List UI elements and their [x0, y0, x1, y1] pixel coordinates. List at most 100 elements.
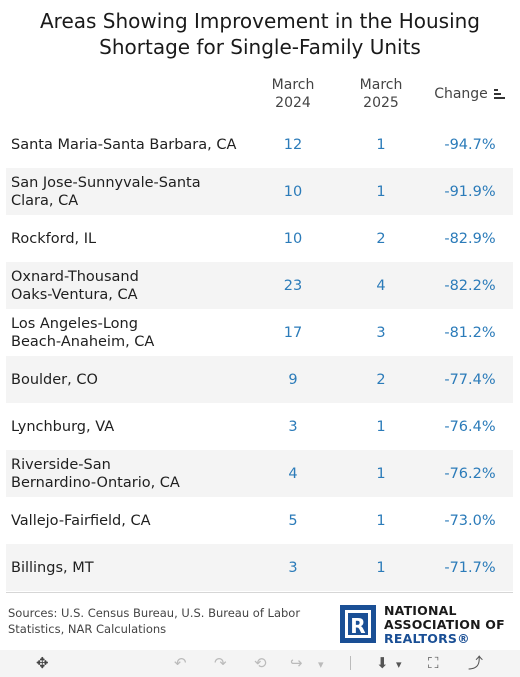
march-2024-value: 3 [288, 418, 298, 435]
area-name: Billings, MT [11, 559, 251, 577]
table-row[interactable]: Vallejo-Fairfield, CA 5 1 -73.0% [6, 497, 513, 544]
logo-line-3: REALTORS® [384, 631, 470, 646]
area-name-line: Bernardino-Ontario, CA [11, 474, 180, 491]
change-value: -76.4% [444, 418, 496, 435]
area-name-line: Oxnard-Thousand [11, 268, 139, 285]
undo-icon[interactable]: ↶ [174, 654, 187, 672]
change-value: -77.4% [444, 371, 496, 388]
table-bottom-rule [6, 592, 513, 593]
march-2025-value: 1 [376, 136, 386, 153]
march-2024-value: 10 [283, 230, 303, 247]
column-header-march-2025-line-2: 2025 [363, 95, 399, 111]
march-2024-value: 3 [288, 559, 298, 576]
chart-title-line-1: Areas Showing Improvement in the Housing [39, 9, 481, 33]
share-icon[interactable]: ⤴ [468, 654, 484, 672]
realtor-r-logo-icon: R [340, 605, 376, 643]
march-2025-value: 1 [376, 559, 386, 576]
change-value: -94.7% [444, 136, 496, 153]
logo-line-1: NATIONAL [384, 603, 457, 618]
area-name: Oxnard-Thousand Oaks-Ventura, CA [11, 268, 251, 304]
march-2024-value: 10 [283, 183, 303, 200]
march-2025-value: 1 [376, 465, 386, 482]
change-value: -82.9% [444, 230, 496, 247]
change-value: -82.2% [444, 277, 496, 294]
column-header-march-2025-line-1: March [359, 77, 403, 93]
area-name-line: Vallejo-Fairfield, CA [11, 512, 151, 529]
area-name: Boulder, CO [11, 371, 251, 389]
redo-icon[interactable]: ↷ [214, 654, 227, 672]
table-row[interactable]: Boulder, CO 9 2 -77.4% [6, 356, 513, 403]
march-2025-value: 4 [376, 277, 386, 294]
march-2024-value: 5 [288, 512, 298, 529]
area-name-line: Oaks-Ventura, CA [11, 286, 138, 303]
table-body: Santa Maria-Santa Barbara, CA 12 1 -94.7% Sa… [6, 121, 513, 591]
table-row[interactable]: Oxnard-Thousand Oaks-Ventura, CA 23 4 -82.2% [6, 262, 513, 309]
download-dropdown-icon[interactable]: ▾ [396, 658, 402, 671]
march-2024-value: 23 [283, 277, 303, 294]
area-name-line: Rockford, IL [11, 230, 97, 247]
chart-title: Areas Showing Improvement in the Housing… [0, 8, 520, 60]
table-row[interactable]: Rockford, IL 10 2 -82.9% [6, 215, 513, 262]
change-value: -81.2% [444, 324, 496, 341]
area-name-line: Boulder, CO [11, 371, 98, 388]
viewer-toolbar: ✥ ↶ ↷ ⟲ ↪ ▾ ⬇ ▾ ⛶ ⤴ [0, 650, 520, 677]
area-name: Santa Maria-Santa Barbara, CA [11, 136, 251, 154]
table-row[interactable]: Santa Maria-Santa Barbara, CA 12 1 -94.7% [6, 121, 513, 168]
march-2024-value: 4 [288, 465, 298, 482]
sort-descending-icon[interactable] [493, 88, 506, 100]
change-value: -76.2% [444, 465, 496, 482]
toolbar-divider [350, 656, 351, 670]
sources-line-2: Statistics, NAR Calculations [8, 622, 167, 636]
column-header-change-label: Change [434, 86, 488, 102]
march-2025-value: 2 [376, 371, 386, 388]
area-name: Rockford, IL [11, 230, 251, 248]
r-letter-icon: R [350, 614, 365, 638]
table-row[interactable]: Los Angeles-Long Beach-Anaheim, CA 17 3 -81.… [6, 309, 513, 356]
area-name: Los Angeles-Long Beach-Anaheim, CA [11, 315, 251, 351]
march-2025-value: 1 [376, 418, 386, 435]
download-icon[interactable]: ⬇ [376, 654, 389, 672]
area-name-line: Billings, MT [11, 559, 94, 576]
logo-wordmark: NATIONAL ASSOCIATION OF REALTORS® [384, 604, 505, 646]
march-2025-value: 3 [376, 324, 386, 341]
area-name-line: San Jose-Sunnyvale-Santa [11, 174, 201, 191]
area-name: Lynchburg, VA [11, 418, 251, 436]
area-name: San Jose-Sunnyvale-Santa Clara, CA [11, 174, 251, 210]
march-2024-value: 9 [288, 371, 298, 388]
column-header-march-2024-line-1: March [271, 77, 315, 93]
area-name-line: Santa Maria-Santa Barbara, CA [11, 136, 237, 153]
replay-dropdown-icon[interactable]: ▾ [318, 658, 324, 671]
march-2024-value: 12 [283, 136, 303, 153]
change-value: -71.7% [444, 559, 496, 576]
column-header-change[interactable]: Change [426, 85, 514, 103]
logo-line-2: ASSOCIATION OF [384, 617, 505, 632]
area-name-line: Los Angeles-Long [11, 315, 138, 332]
column-header-march-2025[interactable]: March 2025 [344, 76, 418, 112]
march-2025-value: 1 [376, 183, 386, 200]
table-row[interactable]: Lynchburg, VA 3 1 -76.4% [6, 403, 513, 450]
march-2025-value: 2 [376, 230, 386, 247]
replay-icon[interactable]: ↪ [290, 654, 303, 672]
table-row[interactable]: Billings, MT 3 1 -71.7% [6, 544, 513, 591]
sources-note: Sources: U.S. Census Bureau, U.S. Bureau… [8, 605, 318, 637]
sources-line-1: Sources: U.S. Census Bureau, U.S. Bureau… [8, 606, 301, 620]
revert-icon[interactable]: ⟲ [254, 654, 267, 672]
nar-logo: R NATIONAL ASSOCIATION OF REALTORS® [340, 604, 510, 646]
area-name-line: Lynchburg, VA [11, 418, 115, 435]
fullscreen-icon[interactable]: ⛶ [428, 654, 439, 672]
area-name: Vallejo-Fairfield, CA [11, 512, 251, 530]
change-value: -73.0% [444, 512, 496, 529]
column-header-march-2024[interactable]: March 2024 [256, 76, 330, 112]
area-name-line: Clara, CA [11, 192, 79, 209]
march-2025-value: 1 [376, 512, 386, 529]
area-name-line: Riverside-San [11, 456, 111, 473]
area-name: Riverside-San Bernardino-Ontario, CA [11, 456, 251, 492]
table-row[interactable]: San Jose-Sunnyvale-Santa Clara, CA 10 1 -91.… [6, 168, 513, 215]
table-header: March 2024 March 2025 Change [6, 76, 513, 122]
svg-text:R: R [350, 614, 365, 638]
chart-title-line-2: Shortage for Single-Family Units [99, 35, 421, 59]
table-row[interactable]: Riverside-San Bernardino-Ontario, CA 4 1 -76… [6, 450, 513, 497]
area-name-line: Beach-Anaheim, CA [11, 333, 155, 350]
column-header-march-2024-line-2: 2024 [275, 95, 311, 111]
move-icon[interactable]: ✥ [36, 654, 49, 672]
